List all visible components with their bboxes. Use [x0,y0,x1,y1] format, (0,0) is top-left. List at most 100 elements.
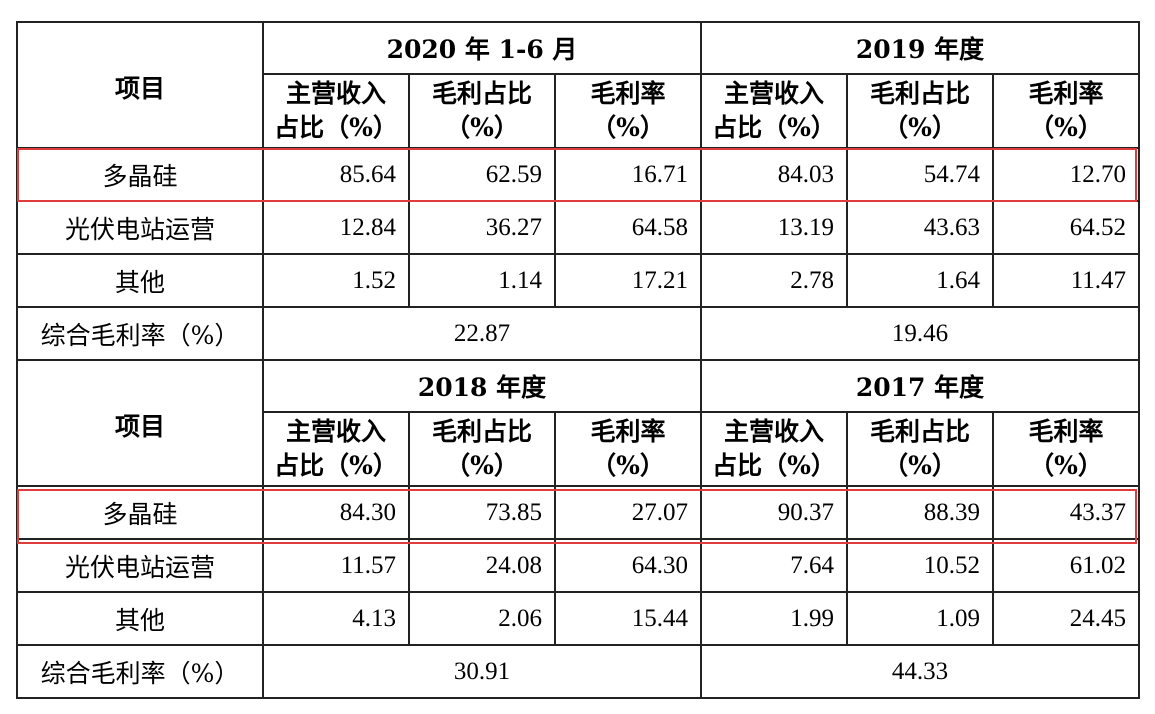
column-header-line: 占比（%） [274,451,398,480]
item-header: 项目 [16,359,264,487]
column-header-line: （%） [591,113,665,142]
value-cell: 24.08 [408,538,556,593]
value-cell: 2.78 [700,253,849,308]
column-header-line: （%） [1029,451,1103,480]
value-cell: 1.64 [846,253,995,308]
value-cell: 43.37 [992,485,1141,540]
value-cell: 1.99 [700,591,849,646]
total-label: 综合毛利率（%） [16,644,264,699]
total-row: 综合毛利率（%） 30.91 44.33 [16,644,1141,699]
item-header: 项目 [16,21,264,149]
column-header-line: （%） [883,451,957,480]
value-cell: 64.52 [992,200,1141,255]
total-value: 30.91 [261,644,703,699]
period-header: 2020 年 1-6 月 [261,21,703,75]
period-header: 2019 年度 [700,21,1141,75]
column-header: 主营收入占比（%） [262,411,410,487]
value-cell: 2.06 [408,591,556,646]
column-header-line: 毛利率 [1028,79,1104,108]
column-header-line: 毛利占比 [431,79,532,108]
row-label: 其他 [16,253,264,308]
value-cell: 1.14 [408,253,556,308]
column-header-line: 毛利率 [590,79,666,108]
table-row: 光伏电站运营 11.57 24.08 64.30 7.64 10.52 61.02 [16,538,1141,593]
column-header: 毛利占比 （%） [846,411,995,487]
column-header-line: 主营收入 [285,79,386,108]
value-cell: 12.70 [992,147,1141,202]
column-header-line: （%） [445,451,519,480]
value-cell: 4.13 [262,591,410,646]
row-label: 光伏电站运营 [16,200,264,255]
value-cell: 84.30 [262,485,410,540]
total-label: 综合毛利率（%） [16,306,264,361]
column-header-line: （%） [445,113,519,142]
column-header-line: 主营收入 [724,417,825,446]
column-header: 毛利率 （%） [553,411,703,487]
table-row: 其他 4.13 2.06 15.44 1.99 1.09 24.45 [16,591,1141,646]
column-header-row: 主营收入 占比（%） 毛利占比 （%） 毛利率 （%） 主营收入 占比（%） 毛利占比 （%） 毛利… [17,411,1141,487]
value-cell: 1.09 [846,591,995,646]
column-header: 毛利占比 （%） [408,73,556,149]
column-header-line: 占比（%） [712,451,836,480]
row-label: 多晶硅 [16,147,264,202]
total-row: 综合毛利率（%） 22.87 19.46 [16,306,1141,361]
value-cell: 61.02 [992,538,1141,593]
column-header: 毛利率 （%） [553,73,703,149]
value-cell: 84.03 [700,147,849,202]
value-cell: 11.47 [992,253,1141,308]
column-header-line: 主营收入 [285,417,386,446]
value-cell: 36.27 [408,200,556,255]
column-header-line: 毛利占比 [431,417,532,446]
period-header-row: 项目 2018 年度 2017 年度 [16,359,1141,487]
total-value: 44.33 [700,644,1141,699]
value-cell: 64.58 [553,200,703,255]
value-cell: 88.39 [846,485,995,540]
column-header-line: 毛利率 [1028,417,1104,446]
table-row: 其他 1.52 1.14 17.21 2.78 1.64 11.47 [16,253,1141,308]
column-header: 主营收入占比（%） [262,73,410,149]
total-value: 22.87 [261,306,703,361]
value-cell: 13.19 [700,200,849,255]
column-header: 毛利占比 （%） [846,73,995,149]
column-header-line: 毛利占比 [870,79,971,108]
value-cell: 73.85 [408,485,556,540]
column-header-line: 占比（%） [274,113,398,142]
margin-table: 项目 2020 年 1-6 月 2019 年度 主营收入 占比（%） 毛利占比 （%） 毛利率… [16,21,1141,699]
value-cell: 15.44 [553,591,703,646]
value-cell: 17.21 [553,253,703,308]
column-header-line: 主营收入 [724,79,825,108]
value-cell: 85.64 [262,147,410,202]
column-header-row: 主营收入 占比（%） 毛利占比 （%） 毛利率 （%） 主营收入 占比（%） 毛利占比 （%） 毛利… [17,73,1141,149]
row-label: 光伏电站运营 [16,538,264,593]
value-cell: 7.64 [700,538,849,593]
table-row: 多晶硅 84.30 73.85 27.07 90.37 88.39 43.37 [16,485,1141,540]
column-header-line: （%） [883,113,957,142]
table-row: 光伏电站运营 12.84 36.27 64.58 13.19 43.63 64.52 [16,200,1141,255]
period-header-row: 项目 2020 年 1-6 月 2019 年度 [16,21,1141,149]
value-cell: 90.37 [700,485,849,540]
value-cell: 10.52 [846,538,995,593]
value-cell: 54.74 [846,147,995,202]
column-header-line: 占比（%） [712,113,836,142]
total-value: 19.46 [700,306,1141,361]
table-row: 多晶硅 85.64 62.59 16.71 84.03 54.74 12.70 [16,147,1141,202]
column-header-line: （%） [1029,113,1103,142]
column-header: 毛利占比 （%） [408,411,556,487]
value-cell: 62.59 [408,147,556,202]
value-cell: 12.84 [262,200,410,255]
value-cell: 11.57 [262,538,410,593]
value-cell: 24.45 [992,591,1141,646]
value-cell: 16.71 [553,147,703,202]
column-header-line: 毛利率 [590,417,666,446]
row-label: 多晶硅 [16,485,264,540]
column-header: 主营收入占比（%） [700,73,849,149]
column-header-line: （%） [591,451,665,480]
column-header: 主营收入占比（%） [700,411,849,487]
column-header: 毛利率 （%） [992,73,1141,149]
row-label: 其他 [16,591,264,646]
value-cell: 64.30 [553,538,703,593]
value-cell: 1.52 [262,253,410,308]
value-cell: 43.63 [846,200,995,255]
period-header: 2017 年度 [700,359,1141,413]
column-header-line: 毛利占比 [870,417,971,446]
